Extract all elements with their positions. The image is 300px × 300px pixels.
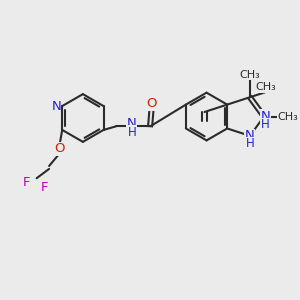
Text: F: F xyxy=(23,176,31,189)
Text: N: N xyxy=(260,110,270,123)
Text: N: N xyxy=(127,117,136,130)
Text: N: N xyxy=(245,129,255,142)
Text: H: H xyxy=(261,118,270,131)
Text: N: N xyxy=(52,100,62,112)
Text: H: H xyxy=(128,126,136,139)
Text: CH₃: CH₃ xyxy=(278,112,298,122)
Text: CH₃: CH₃ xyxy=(255,82,276,92)
Text: O: O xyxy=(54,142,64,155)
Text: CH₃: CH₃ xyxy=(239,70,260,80)
Text: F: F xyxy=(40,181,48,194)
Text: O: O xyxy=(146,97,157,110)
Text: H: H xyxy=(245,137,254,151)
